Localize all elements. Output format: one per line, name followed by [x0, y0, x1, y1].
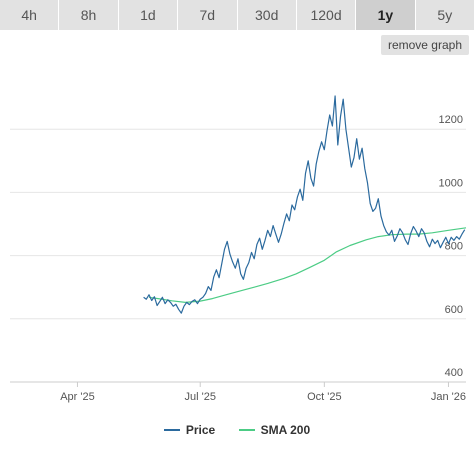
series-lines — [143, 95, 467, 314]
tab-1y[interactable]: 1y — [356, 0, 416, 30]
legend-label-sma-200: SMA 200 — [260, 423, 311, 437]
tab-4h[interactable]: 4h — [0, 0, 60, 30]
series-line-sma-200 — [148, 227, 467, 303]
y-tick-label: 600 — [445, 304, 463, 316]
x-tick-label: Apr '25 — [60, 391, 95, 403]
x-tick-label: Jan '26 — [431, 391, 466, 403]
legend-label-price: Price — [185, 423, 216, 437]
chart-legend: Price SMA 200 — [0, 420, 474, 437]
y-tick-label: 400 — [445, 367, 463, 379]
tab-5y[interactable]: 5y — [415, 0, 474, 30]
legend-swatch-price — [163, 429, 180, 431]
y-tick-label: 800 — [445, 241, 463, 253]
time-range-tabs: 4h 8h 1d 7d 30d 120d 1y 5y — [0, 0, 474, 30]
x-tick-label: Jul '25 — [184, 391, 215, 403]
tab-8h[interactable]: 8h — [59, 0, 119, 30]
legend-item-price[interactable]: Price — [163, 423, 216, 437]
series-line-price — [143, 95, 466, 314]
remove-graph-button[interactable]: remove graph — [380, 35, 469, 55]
legend-swatch-sma-200 — [238, 429, 255, 431]
price-chart: 400 600 800 1000 1200 Apr '25 Jul '25 Oct '25 J… — [10, 95, 467, 403]
legend-item-sma-200[interactable]: SMA 200 — [238, 423, 311, 437]
x-axis-ticks: Apr '25 Jul '25 Oct '25 Jan '26 — [60, 382, 466, 403]
y-tick-label: 1200 — [439, 114, 463, 126]
y-axis-ticks: 400 600 800 1000 1200 — [439, 114, 463, 379]
grid — [10, 128, 466, 383]
y-tick-label: 1000 — [439, 177, 463, 189]
x-tick-label: Oct '25 — [307, 391, 342, 403]
tab-120d[interactable]: 120d — [296, 0, 357, 30]
tab-1d[interactable]: 1d — [118, 0, 179, 30]
tab-30d[interactable]: 30d — [237, 0, 297, 30]
tab-7d[interactable]: 7d — [178, 0, 238, 30]
